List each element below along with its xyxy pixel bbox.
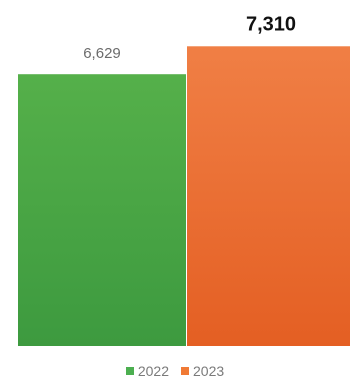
bars-layer — [18, 46, 350, 346]
value-labels-layer: 6,629 7,310 — [83, 13, 296, 62]
legend-swatch-2022 — [125, 367, 134, 375]
legend-label-2022: 2022 — [137, 363, 169, 379]
legend-item-2022: 2022 — [125, 363, 169, 379]
bar-2022 — [18, 74, 186, 346]
value-label-2022: 6,629 — [83, 45, 121, 62]
legend-label-2023: 2023 — [193, 363, 225, 379]
value-label-2023: 7,310 — [246, 13, 296, 35]
legend-item-2023: 2023 — [181, 363, 224, 379]
legend: 2022 2023 — [0, 360, 350, 382]
bar-2023 — [187, 46, 350, 346]
legend-swatch-2023 — [181, 367, 189, 375]
